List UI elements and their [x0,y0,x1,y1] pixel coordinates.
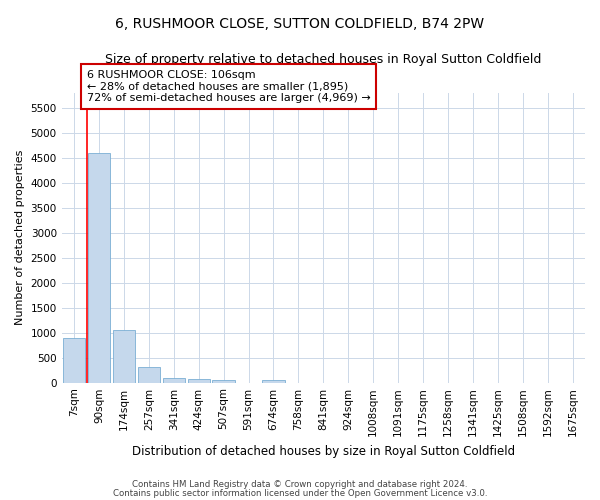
Bar [262,380,285,382]
Y-axis label: Number of detached properties: Number of detached properties [15,150,25,326]
Bar [163,378,185,382]
Bar [88,153,110,382]
Text: 6 RUSHMOOR CLOSE: 106sqm
← 28% of detached houses are smaller (1,895)
72% of sem: 6 RUSHMOOR CLOSE: 106sqm ← 28% of detach… [86,70,370,103]
Text: Contains public sector information licensed under the Open Government Licence v3: Contains public sector information licen… [113,488,487,498]
Bar [212,380,235,382]
Bar [63,338,85,382]
Title: Size of property relative to detached houses in Royal Sutton Coldfield: Size of property relative to detached ho… [105,52,542,66]
Bar [137,368,160,382]
Text: Contains HM Land Registry data © Crown copyright and database right 2024.: Contains HM Land Registry data © Crown c… [132,480,468,489]
X-axis label: Distribution of detached houses by size in Royal Sutton Coldfield: Distribution of detached houses by size … [132,444,515,458]
Bar [188,379,210,382]
Text: 6, RUSHMOOR CLOSE, SUTTON COLDFIELD, B74 2PW: 6, RUSHMOOR CLOSE, SUTTON COLDFIELD, B74… [115,18,485,32]
Bar [113,330,135,382]
